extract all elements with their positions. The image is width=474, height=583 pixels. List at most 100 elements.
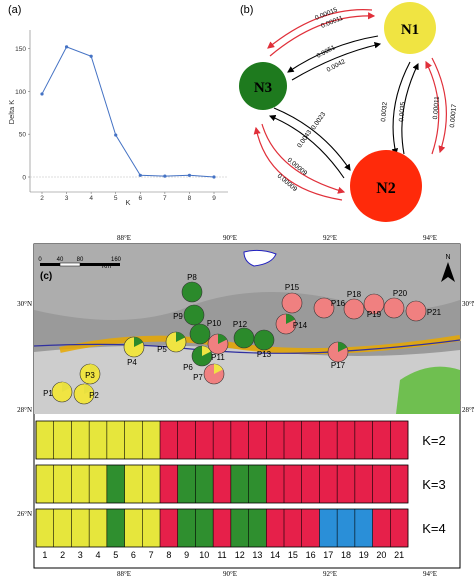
pop-label-p7: P7 — [193, 373, 203, 382]
a-data-point — [89, 54, 93, 58]
pop-label-p8: P8 — [187, 273, 197, 282]
edge-n1-n2-red-a — [431, 57, 447, 154]
left-tick-28: 28°N — [17, 406, 32, 414]
label-n1-n3-3: 0.0051 — [316, 44, 337, 60]
label-n1-n2-3: 0.00011 — [432, 96, 441, 120]
panel-b: (b) 0.00015 0.00011 0.0051 0.0042 0.0032… — [239, 2, 458, 222]
structure-bar — [284, 509, 303, 547]
pop-pie-slice — [338, 342, 347, 352]
population-number: 1 — [42, 550, 47, 560]
structure-bar — [390, 465, 409, 503]
label-n3-n2-1: 0.0023 — [310, 111, 327, 132]
pop-label-p9: P9 — [173, 312, 183, 321]
pop-label-p15: P15 — [285, 283, 300, 292]
pop-pie-p9 — [183, 304, 205, 326]
scale-label-80: 80 — [77, 257, 84, 263]
a-ytick-label: 0 — [22, 175, 26, 182]
river-line — [33, 339, 461, 354]
pop-pie-slice — [286, 314, 295, 324]
population-number: 2 — [60, 550, 65, 560]
structure-bar — [372, 421, 391, 459]
structure-bar — [337, 465, 356, 503]
pop-pie-p21 — [405, 300, 427, 322]
edge-n1-n2-red-b — [425, 60, 440, 155]
left-tick-30: 30°N — [17, 300, 32, 308]
bottom-tick-92: 92°E — [323, 570, 337, 578]
pop-pie-p12 — [233, 327, 255, 349]
structure-bar — [354, 509, 373, 547]
pop-pie-p15 — [281, 292, 303, 314]
pop-label-p12: P12 — [233, 320, 248, 329]
node-n1 — [384, 2, 436, 54]
label-n1-n2-1: 0.0032 — [380, 101, 389, 122]
structure-row-label: K=3 — [422, 477, 446, 492]
pop-pie-slice — [134, 337, 143, 347]
edge-n1-n3-red-a — [267, 9, 373, 49]
population-number: 17 — [323, 550, 333, 560]
north-label: N — [445, 254, 450, 261]
population-number: 9 — [184, 550, 189, 560]
a-xtick-label: 5 — [114, 195, 118, 202]
structure-bar — [230, 509, 249, 547]
population-number: 11 — [217, 550, 226, 560]
structure-bar — [266, 421, 285, 459]
a-series-line — [41, 46, 215, 178]
population-number: 3 — [78, 550, 83, 560]
structure-bar — [390, 509, 409, 547]
structure-bar — [372, 465, 391, 503]
structure-bar — [301, 421, 320, 459]
structure-bar — [230, 465, 249, 503]
bottom-tick-90: 90°E — [223, 570, 237, 578]
structure-bar — [372, 509, 391, 547]
structure-row-label: K=4 — [422, 521, 446, 536]
structure-row-label: K=2 — [422, 433, 446, 448]
a-ytick-label: 50 — [19, 132, 27, 139]
structure-bar — [248, 421, 267, 459]
pop-pie-p13 — [253, 329, 275, 351]
a-data-point — [212, 175, 216, 179]
structure-bar — [319, 465, 338, 503]
panel-c-tag: (c) — [40, 271, 52, 282]
edge-n1-n2-black-b — [401, 63, 419, 155]
label-n3-n2-4: 0.00009 — [276, 173, 299, 194]
pop-pie-p10 — [189, 323, 211, 345]
relief-lowland — [34, 345, 460, 414]
pop-label-p18: P18 — [347, 290, 362, 299]
population-number: 5 — [113, 550, 118, 560]
structure-bar — [390, 421, 409, 459]
pop-pie-slice — [202, 346, 211, 356]
top-tick-94: 94°E — [423, 234, 437, 242]
graticule-labels: 88°E 90°E 92°E 94°E 88°E 90°E 92°E 94°E … — [17, 234, 474, 578]
pop-pie-p19 — [363, 293, 385, 315]
structure-bar — [337, 509, 356, 547]
structure-bar — [230, 421, 249, 459]
structure-bar — [106, 509, 125, 547]
structure-bar — [319, 421, 338, 459]
right-tick-30: 30°N — [462, 300, 474, 308]
structure-bar — [248, 465, 267, 503]
panel-c: (c) 0 40 80 160 Km N 88°E 90°E 92°E 94°E… — [17, 234, 474, 578]
structure-bar — [71, 465, 90, 503]
a-ytick-label: 100 — [15, 89, 26, 96]
top-tick-90: 90°E — [223, 234, 237, 242]
forest-area — [396, 366, 460, 414]
structure-bar — [53, 421, 72, 459]
node-n3 — [239, 62, 287, 110]
structure-bar — [177, 465, 196, 503]
panel-a-tag: (a) — [8, 4, 21, 16]
structure-bar — [124, 465, 143, 503]
panel-a-ylabel: Delta K — [7, 100, 16, 125]
scale-label-0: 0 — [38, 257, 42, 263]
habitat-band — [59, 335, 461, 355]
structure-bar — [213, 509, 232, 547]
structure-bar — [266, 509, 285, 547]
population-number: 7 — [149, 550, 154, 560]
structure-bar — [71, 509, 90, 547]
structure-bar — [160, 421, 179, 459]
structure-bar — [319, 509, 338, 547]
population-number: 19 — [359, 550, 369, 560]
structure-bar — [124, 421, 143, 459]
structure-row-frame — [35, 420, 409, 460]
top-tick-92: 92°E — [323, 234, 337, 242]
